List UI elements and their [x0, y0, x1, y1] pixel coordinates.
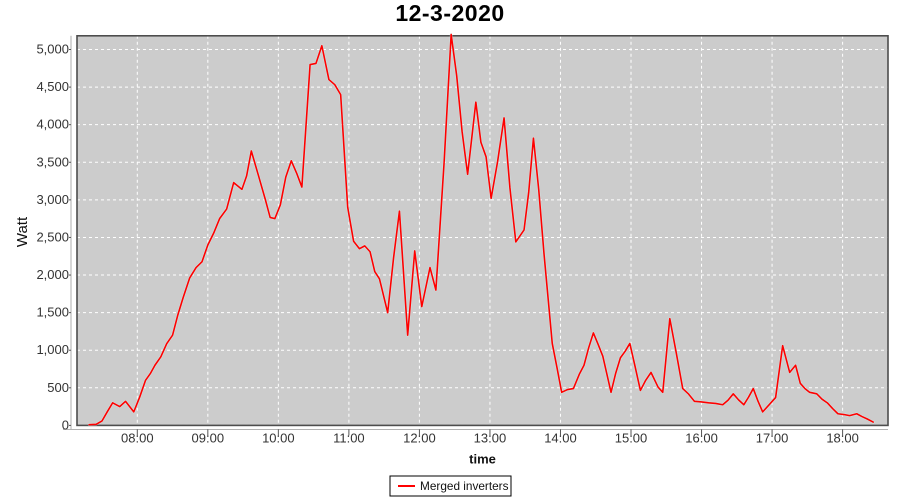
svg-text:2,500: 2,500: [36, 229, 69, 244]
svg-text:time: time: [469, 451, 496, 466]
svg-text:4,000: 4,000: [36, 117, 69, 132]
svg-text:3,000: 3,000: [36, 192, 69, 207]
svg-text:3,500: 3,500: [36, 154, 69, 169]
svg-text:Merged inverters: Merged inverters: [420, 479, 509, 493]
svg-text:0: 0: [62, 417, 69, 432]
svg-text:500: 500: [47, 380, 69, 395]
svg-text:5,000: 5,000: [36, 42, 69, 57]
svg-text:1,500: 1,500: [36, 305, 69, 320]
svg-text:2,000: 2,000: [36, 267, 69, 282]
svg-text:1,000: 1,000: [36, 342, 69, 357]
svg-text:4,500: 4,500: [36, 79, 69, 94]
